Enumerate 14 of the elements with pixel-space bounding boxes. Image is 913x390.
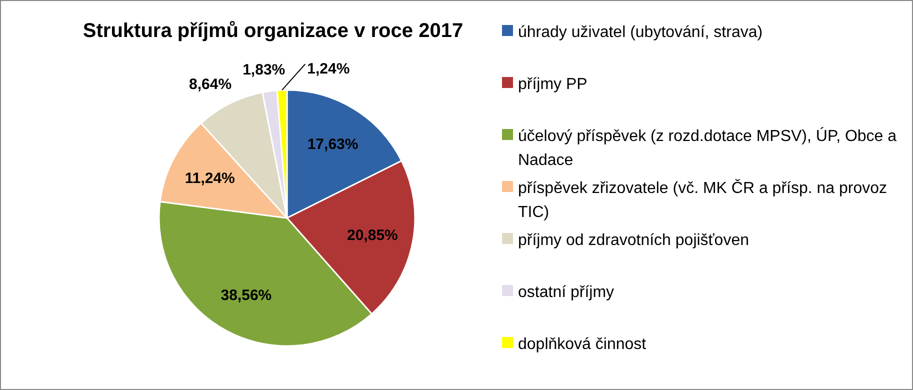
legend-label: příjmy PP	[518, 76, 588, 93]
data-label: 38,56%	[220, 287, 272, 304]
chart-title: Struktura příjmů organizace v roce 2017	[82, 20, 464, 42]
legend-label: úhrady uživatel (ubytování, strava)	[518, 24, 763, 41]
data-label: 11,24%	[184, 170, 235, 187]
data-label: 20,85%	[347, 226, 398, 244]
legend-label: příjmy od zdravotních pojišťoven	[518, 232, 749, 249]
legend-label: doplňková činnost	[518, 336, 647, 353]
legend-label: příspěvek zřizovatele (vč. MK ČR a přísp. na provoz TIC)	[518, 179, 888, 221]
data-label: 17,63%	[307, 136, 358, 154]
data-label: 1,83%	[242, 62, 286, 79]
legend-label: ostatní příjmy	[518, 284, 614, 301]
data-label: 8,64%	[189, 76, 232, 94]
data-label: 1,24%	[307, 60, 350, 78]
